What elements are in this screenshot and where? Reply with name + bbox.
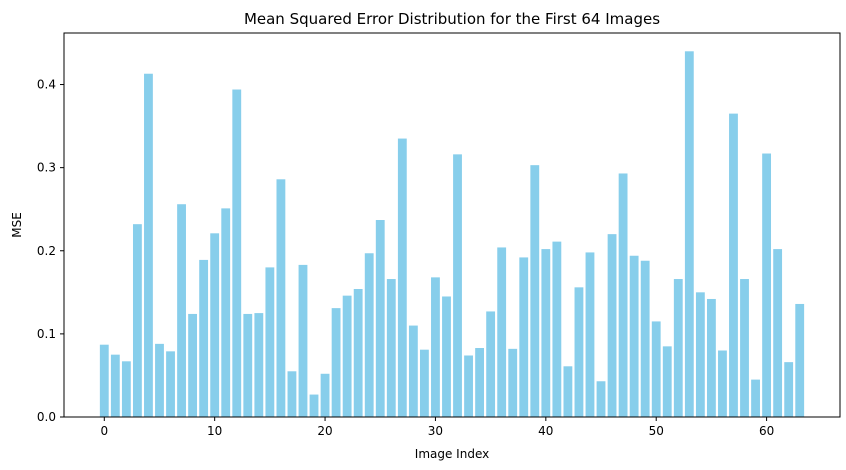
bar-61 <box>773 249 783 417</box>
bar-14 <box>254 313 264 417</box>
x-tick-label: 40 <box>538 424 553 438</box>
bar-51 <box>662 346 672 417</box>
bar-63 <box>795 303 805 417</box>
bar-36 <box>497 247 507 417</box>
bar-34 <box>475 348 485 417</box>
bar-45 <box>596 381 606 417</box>
bar-7 <box>177 204 186 417</box>
bar-42 <box>563 366 573 417</box>
x-tick-label: 20 <box>317 424 332 438</box>
bar-19 <box>309 394 319 417</box>
y-tick-label: 0.4 <box>37 78 56 92</box>
bar-17 <box>287 371 297 417</box>
bar-41 <box>552 241 562 417</box>
bar-38 <box>519 257 529 417</box>
bar-22 <box>342 295 352 417</box>
bar-39 <box>530 165 540 417</box>
bar-21 <box>331 308 341 417</box>
bar-55 <box>706 298 716 417</box>
bar-5 <box>155 343 164 417</box>
x-tick-label: 50 <box>649 424 664 438</box>
bar-32 <box>453 154 462 417</box>
bar-16 <box>276 179 286 417</box>
bar-29 <box>419 349 429 417</box>
bar-43 <box>574 287 584 417</box>
y-tick-label: 0.3 <box>37 161 56 175</box>
bar-1 <box>110 354 120 417</box>
y-tick-label: 0.1 <box>37 327 56 341</box>
bar-6 <box>166 351 175 417</box>
bar-25 <box>375 220 385 417</box>
bar-49 <box>640 260 650 417</box>
x-tick-label: 30 <box>428 424 443 438</box>
y-axis-label: MSE <box>10 212 24 238</box>
bar-59 <box>751 379 760 417</box>
bar-37 <box>508 348 518 417</box>
bar-57 <box>729 113 738 418</box>
bar-24 <box>364 253 374 417</box>
bar-15 <box>265 267 275 417</box>
bar-23 <box>353 289 363 417</box>
bar-28 <box>408 325 418 417</box>
bar-30 <box>431 277 440 417</box>
bar-54 <box>695 292 705 417</box>
bar-20 <box>320 373 330 417</box>
bar-8 <box>188 313 198 417</box>
bar-3 <box>132 224 142 417</box>
bar-46 <box>607 234 617 417</box>
bar-10 <box>210 233 220 417</box>
bar-26 <box>386 279 396 417</box>
bar-11 <box>221 208 231 417</box>
x-tick-label: 60 <box>759 424 774 438</box>
bar-18 <box>298 264 308 417</box>
bar-48 <box>629 255 639 417</box>
y-tick-label: 0.2 <box>37 244 56 258</box>
bar-52 <box>673 279 683 417</box>
bar-50 <box>651 321 661 417</box>
y-tick-label: 0.0 <box>37 410 56 424</box>
bar-35 <box>486 311 496 417</box>
bar-27 <box>397 138 407 417</box>
chart-title: Mean Squared Error Distribution for the … <box>244 10 660 28</box>
bar-4 <box>144 73 153 417</box>
bar-31 <box>442 296 451 417</box>
y-axis-ticks: 0.0 0.1 0.2 0.3 0.4 <box>37 78 64 424</box>
x-axis-label: Image Index <box>415 447 489 461</box>
bar-62 <box>784 362 794 417</box>
bar-40 <box>541 249 551 417</box>
bar-47 <box>618 173 628 417</box>
bar-9 <box>199 259 209 417</box>
x-tick-label: 0 <box>100 424 108 438</box>
plot-frame <box>63 32 841 418</box>
bar-2 <box>121 361 131 417</box>
bar-13 <box>243 313 253 417</box>
bar-53 <box>684 51 694 417</box>
bar-12 <box>232 89 242 418</box>
bar-33 <box>464 355 473 417</box>
bars-group <box>99 51 805 418</box>
x-axis-ticks: 0 10 20 30 40 50 60 <box>100 417 774 438</box>
bar-44 <box>585 252 595 417</box>
x-tick-label: 10 <box>207 424 222 438</box>
bar-58 <box>740 279 749 417</box>
bar-60 <box>762 153 772 417</box>
bar-0 <box>99 344 109 417</box>
bar-56 <box>718 350 727 417</box>
